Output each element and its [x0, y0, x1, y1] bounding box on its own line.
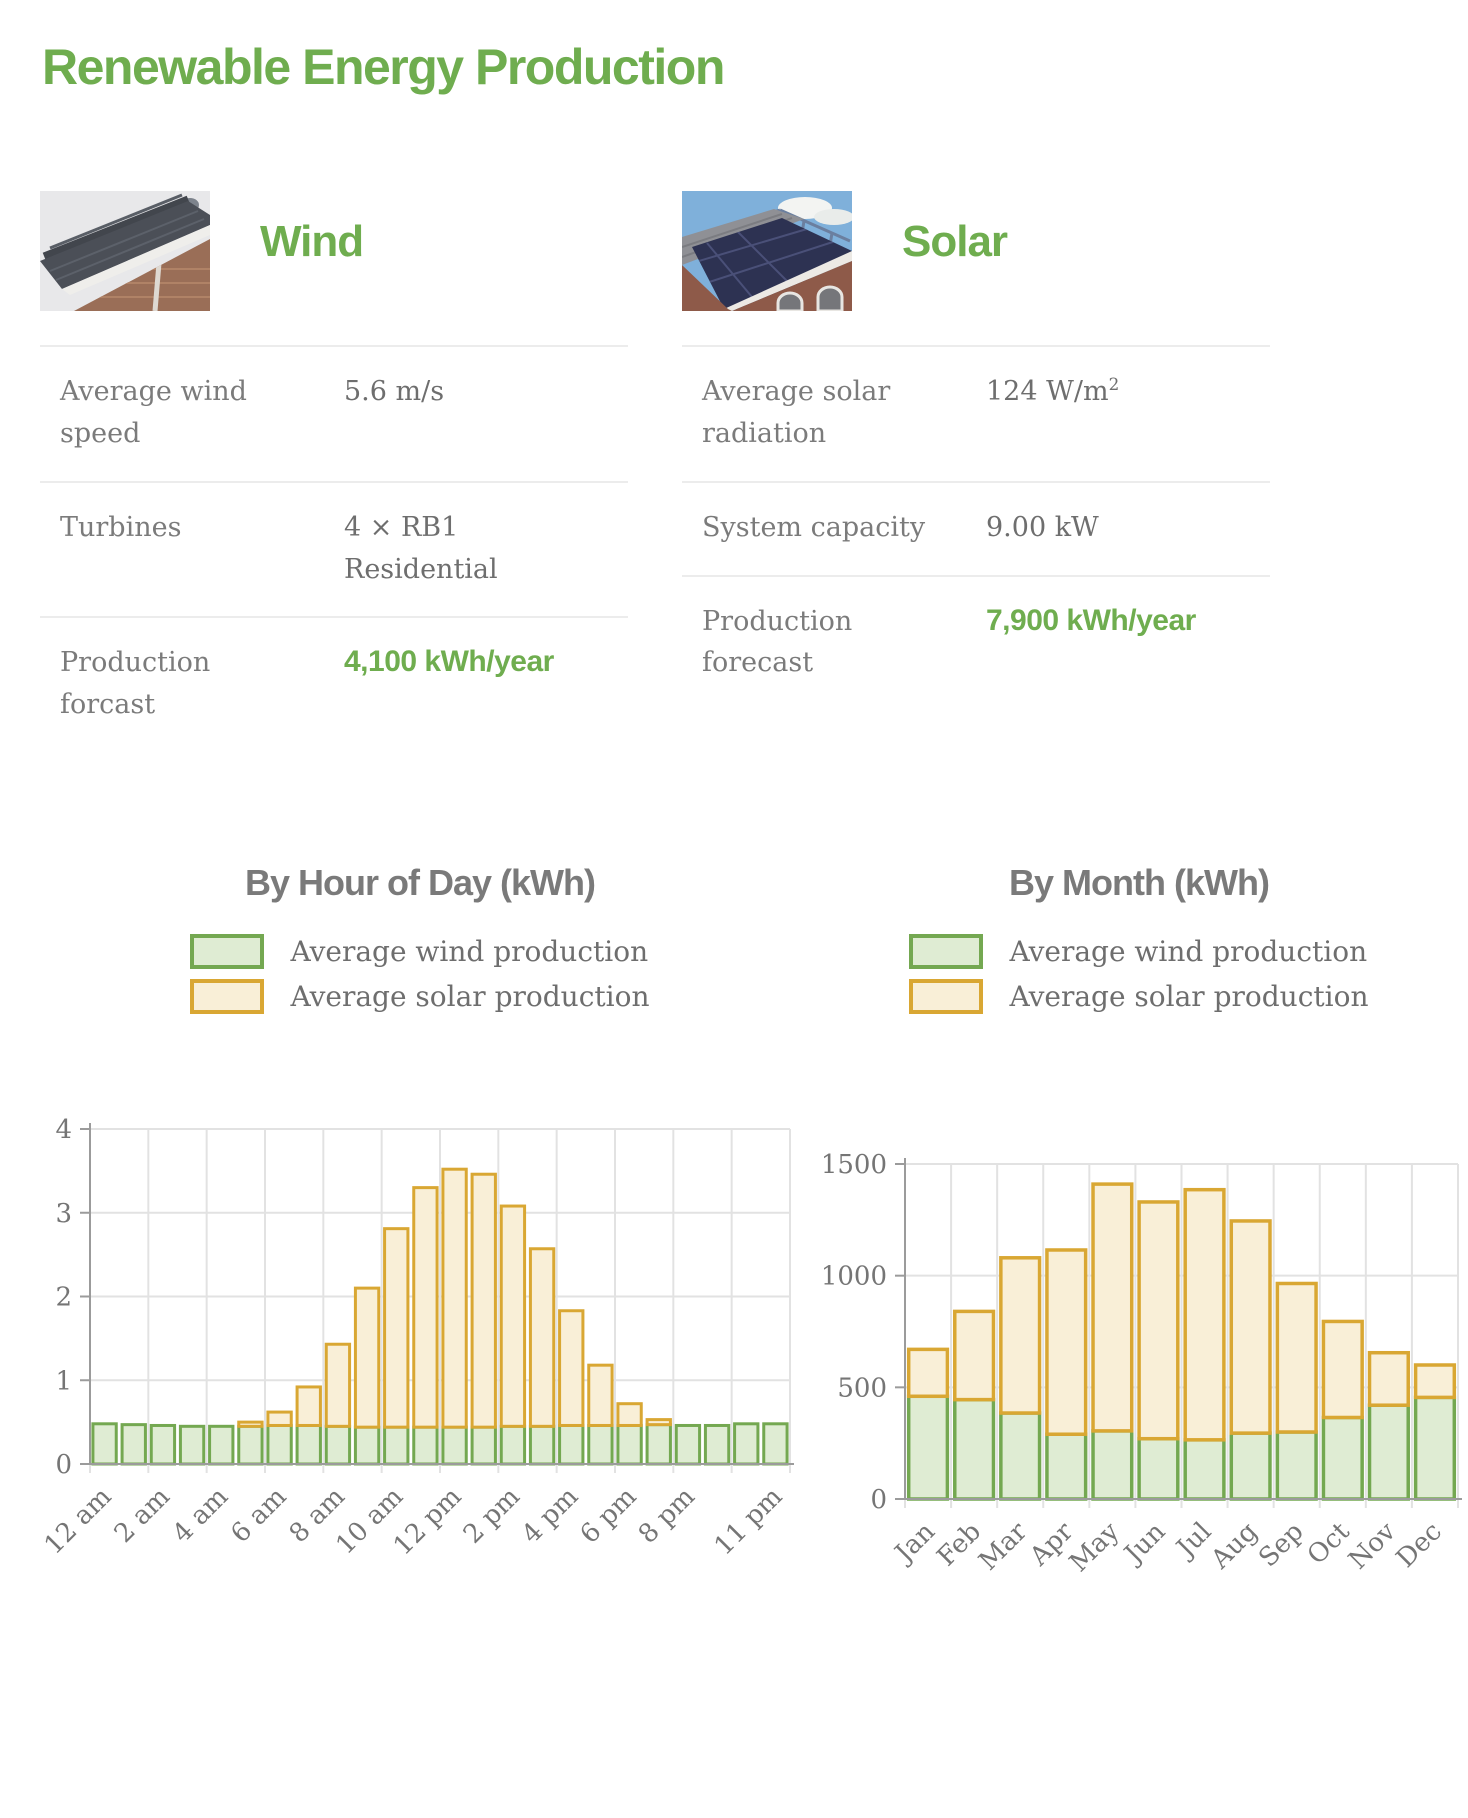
wind-legend-label: Average wind production — [1009, 935, 1368, 969]
svg-text:4 am: 4 am — [167, 1482, 234, 1549]
wind-spec-row-forecast: Production forcast 4,100 kWh/year — [40, 616, 628, 752]
legend-item-wind: Average wind production — [909, 934, 1368, 970]
svg-text:12 am: 12 am — [39, 1482, 118, 1561]
solar-panels-photo — [682, 191, 852, 311]
svg-text:500: 500 — [837, 1373, 887, 1403]
svg-text:Mar: Mar — [973, 1516, 1033, 1576]
spec-value-highlight: 7,900 kWh/year — [986, 603, 1196, 637]
radiation-exponent: 2 — [1108, 374, 1120, 394]
page-title: Renewable Energy Production — [42, 39, 725, 95]
solar-legend-label: Average solar production — [1009, 980, 1369, 1014]
legend-item-wind: Average wind production — [190, 934, 649, 970]
spec-value: 5.6 m/s — [344, 376, 445, 407]
svg-text:2: 2 — [55, 1283, 72, 1313]
spec-label: Average wind speed — [60, 376, 247, 449]
svg-text:May: May — [1064, 1517, 1126, 1579]
wind-legend-label: Average wind production — [290, 935, 649, 969]
svg-text:3: 3 — [55, 1199, 72, 1229]
svg-text:0: 0 — [55, 1450, 72, 1480]
wind-turbine-photo — [40, 191, 210, 311]
svg-text:Sep: Sep — [1253, 1517, 1309, 1573]
hourly-chart-title: By Hour of Day (kWh) — [244, 862, 596, 904]
wind-spec-row-turbines: Turbines 4 × RB1 Residential — [40, 480, 628, 617]
solar-spec-row-radiation: Average solar radiation 124 W/m2 — [682, 345, 1270, 481]
spec-value: 9.00 kW — [986, 511, 1099, 543]
spec-label: Average solar radiation — [702, 376, 891, 449]
solar-roof-illustration — [682, 191, 852, 311]
spec-label: Production forecast — [702, 605, 853, 679]
hourly-chart-section: By Hour of Day (kWh) Average wind produc… — [30, 862, 810, 1589]
spec-value: 4 × RB1 Residential — [344, 511, 498, 585]
hourly-chart-legend: Average wind production Average solar pr… — [190, 934, 650, 1015]
solar-legend-swatch — [909, 979, 984, 1015]
monthly-chart-section: By Month (kWh) Average wind production A… — [810, 862, 1468, 1589]
solar-spec-table: Average solar radiation 124 W/m2 System … — [682, 345, 1270, 710]
wind-spec-table: Average wind speed 5.6 m/s Turbines 4 × … — [40, 345, 628, 752]
svg-text:6 am: 6 am — [225, 1482, 292, 1549]
radiation-value: 124 W/m — [986, 376, 1109, 407]
svg-text:8 pm: 8 pm — [633, 1482, 701, 1550]
wind-roof-illustration — [40, 191, 210, 311]
summary-cards-row: Wind Average wind speed 5.6 m/s Turbines… — [0, 191, 1468, 752]
svg-text:Feb: Feb — [931, 1517, 987, 1573]
monthly-chart-title: By Month (kWh) — [1009, 862, 1270, 904]
solar-card-header: Solar — [682, 191, 1270, 313]
wind-spec-row-speed: Average wind speed 5.6 m/s — [40, 345, 628, 481]
svg-text:11 pm: 11 pm — [709, 1482, 789, 1562]
spec-value: 124 W/m2 — [986, 371, 1224, 455]
solar-card-title: Solar — [902, 217, 1008, 266]
legend-item-solar: Average solar production — [190, 979, 650, 1015]
solar-spec-row-forecast: Production forecast 7,900 kWh/year — [682, 574, 1270, 711]
svg-text:Oct: Oct — [1302, 1516, 1356, 1570]
svg-text:6 pm: 6 pm — [575, 1482, 643, 1550]
svg-text:Jan: Jan — [887, 1517, 941, 1571]
svg-text:Dec: Dec — [1391, 1517, 1448, 1574]
svg-text:1: 1 — [55, 1366, 72, 1396]
svg-text:2 am: 2 am — [109, 1482, 176, 1549]
spec-label: Turbines — [60, 511, 182, 543]
solar-legend-label: Average solar production — [290, 980, 650, 1014]
svg-text:Aug: Aug — [1205, 1517, 1264, 1576]
legend-item-solar: Average solar production — [909, 979, 1369, 1015]
svg-text:4 pm: 4 pm — [516, 1482, 584, 1550]
solar-card: Solar Average solar radiation 124 W/m2 S… — [682, 191, 1270, 752]
monthly-chart-legend: Average wind production Average solar pr… — [909, 934, 1369, 1015]
spec-label: System capacity — [702, 511, 926, 543]
spec-value-highlight: 4,100 kWh/year — [344, 645, 554, 679]
charts-row: By Hour of Day (kWh) Average wind produc… — [0, 862, 1468, 1589]
svg-text:Nov: Nov — [1343, 1517, 1402, 1576]
svg-text:0: 0 — [870, 1485, 887, 1515]
solar-legend-swatch — [190, 979, 265, 1015]
wind-card-header: Wind — [40, 191, 628, 313]
solar-spec-row-capacity: System capacity 9.00 kW — [682, 480, 1270, 575]
svg-text:1000: 1000 — [821, 1262, 887, 1292]
svg-text:1500: 1500 — [821, 1150, 887, 1180]
svg-text:2 pm: 2 pm — [458, 1482, 526, 1550]
wind-legend-swatch — [190, 934, 265, 970]
svg-text:4: 4 — [55, 1115, 72, 1145]
wind-card: Wind Average wind speed 5.6 m/s Turbines… — [40, 191, 628, 752]
wind-card-title: Wind — [260, 217, 364, 266]
wind-legend-swatch — [909, 934, 984, 970]
spec-label: Production forcast — [60, 647, 211, 721]
svg-text:Jun: Jun — [1117, 1517, 1172, 1572]
